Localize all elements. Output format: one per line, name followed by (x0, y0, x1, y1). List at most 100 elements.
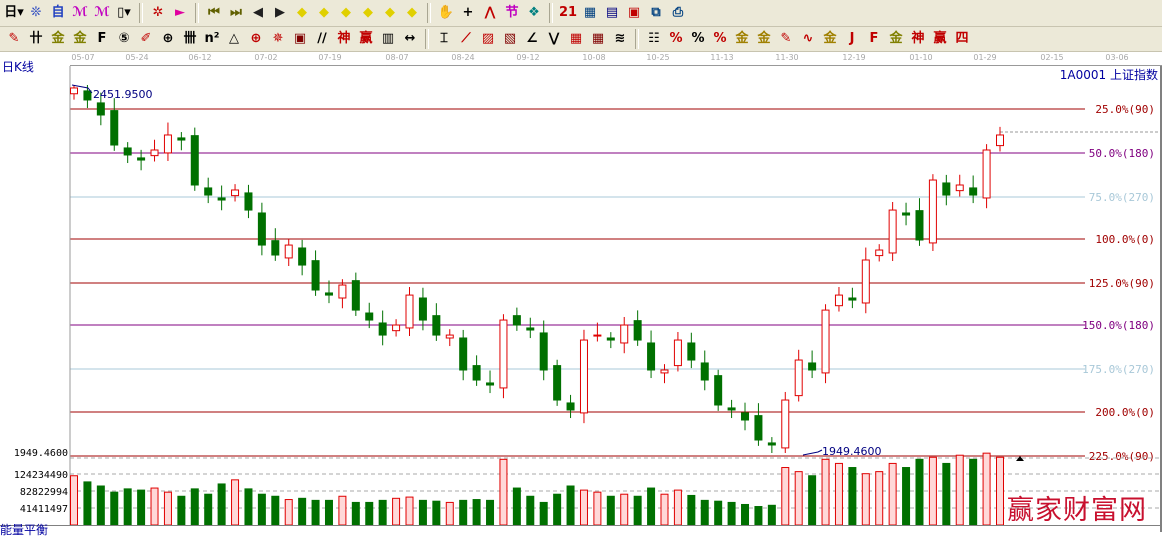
candle-up (579, 339, 588, 414)
spiral-icon[interactable]: ⑤ (118, 31, 130, 46)
overlay-icon[interactable]: ❖ (528, 5, 540, 20)
network-icon[interactable]: ⧉ (651, 5, 661, 20)
print-icon[interactable]: ⎙ (672, 5, 684, 20)
grid-icon[interactable]: ▥ (381, 31, 395, 46)
star-icon[interactable]: ✵ (272, 31, 284, 46)
list-icon[interactable]: ☷ (648, 31, 660, 46)
scroll-right-icon[interactable]: ▶ (275, 5, 285, 20)
gold-fan-icon[interactable]: 金 (889, 31, 903, 46)
f-fan-icon[interactable]: F (869, 31, 879, 46)
god-icon[interactable]: 神 (337, 31, 351, 46)
restore-icon[interactable]: ✲ (152, 5, 164, 20)
win-icon[interactable]: 赢 (359, 31, 373, 46)
target-icon[interactable]: ⊕ (250, 31, 262, 46)
pen-icon[interactable]: ✐ (140, 31, 152, 46)
period-day-dropdown[interactable]: 日▾ (4, 5, 24, 20)
volume-bar (271, 495, 280, 526)
save-icon[interactable]: ▣ (627, 5, 641, 20)
hand-icon[interactable]: ✋ (437, 5, 455, 20)
shrink-icon[interactable]: ◆ (363, 5, 373, 20)
lines-icon[interactable]: 卌 (183, 31, 197, 46)
sine-icon[interactable]: ∿ (802, 31, 814, 46)
cursor-marker-icon (1016, 456, 1024, 461)
volume-bar (821, 458, 830, 526)
candle-up (834, 294, 843, 307)
self-select-icon[interactable]: 自 (51, 5, 65, 20)
gold-circle-icon[interactable]: 金 (735, 31, 749, 46)
crosshair-icon[interactable]: + (462, 5, 474, 20)
pencil-icon[interactable]: ✎ (8, 31, 20, 46)
flag-icon[interactable]: ► (175, 5, 185, 20)
calendar-icon[interactable]: 21 (558, 5, 578, 20)
wave-icon[interactable]: ≋ (614, 31, 626, 46)
win-fan-icon[interactable]: 赢 (933, 31, 947, 46)
four-fan-icon[interactable]: 四 (955, 31, 969, 46)
pct-fan-icon[interactable]: % (669, 31, 683, 46)
volume-bar (808, 475, 817, 526)
v-icon[interactable]: ⋁ (548, 31, 560, 46)
left-price-label: 1949.4600 (14, 448, 68, 459)
j-fan-icon[interactable]: J (849, 31, 855, 46)
volume-bar (539, 501, 548, 526)
line-icon[interactable]: ⋀ (484, 5, 496, 20)
candle-down (808, 362, 817, 371)
candle-up (445, 334, 454, 339)
angle-icon[interactable]: ∕∕ (317, 31, 327, 46)
last-icon[interactable]: ⏭ (230, 5, 242, 20)
date-tick: 11-30 (775, 53, 799, 62)
volume-bar (928, 456, 937, 526)
volume-bar (163, 491, 172, 526)
pct-lines-icon[interactable]: % (713, 31, 727, 46)
compress-icon[interactable]: ◆ (385, 5, 395, 20)
circle-icon[interactable]: ⊕ (162, 31, 174, 46)
grid3-icon[interactable]: ▦ (591, 31, 605, 46)
candle-type-dropdown[interactable]: ▯▾ (117, 5, 131, 20)
candle-down (432, 315, 441, 336)
date-tick: 03-06 (1105, 53, 1129, 62)
square-icon[interactable]: ▣ (293, 31, 307, 46)
gold-split-icon[interactable]: 金 (51, 31, 65, 46)
volume-bar (714, 500, 723, 526)
parallel-icon[interactable]: 卄 (29, 31, 43, 46)
grid2-icon[interactable]: ▦ (569, 31, 583, 46)
god-fan-icon[interactable]: 神 (911, 31, 925, 46)
n2-icon[interactable]: n² (204, 31, 220, 46)
zoom-left-icon[interactable]: ◆ (297, 5, 307, 20)
indicator-3-icon[interactable]: ℳ (72, 5, 88, 20)
angle2-icon[interactable]: ∠ (526, 31, 538, 46)
indicator-9-icon[interactable]: ℳ (94, 5, 110, 20)
expand-icon[interactable]: ◆ (341, 5, 351, 20)
volume-bar (673, 489, 682, 526)
volume-tick-label: 82822994 (20, 487, 68, 498)
bar-pen-icon[interactable]: ✎ (780, 31, 792, 46)
triangle-icon[interactable]: △ (229, 31, 239, 46)
volume-bar (472, 499, 481, 526)
period-label: 日K线 (2, 60, 34, 74)
move-all-icon[interactable]: ◆ (407, 5, 417, 20)
percent-icon[interactable]: % (691, 31, 705, 46)
section-icon[interactable]: 节 (505, 5, 519, 20)
volume-bar (647, 487, 656, 526)
measure-icon[interactable]: ↔ (404, 31, 416, 46)
volume-bar (861, 473, 870, 526)
gold-split2-icon[interactable]: 金 (73, 31, 87, 46)
box-icon[interactable]: ⌶ (440, 31, 448, 46)
scroll-left-icon[interactable]: ◀ (253, 5, 263, 20)
candle-up (660, 369, 669, 374)
box-fan-icon[interactable]: ▨ (481, 31, 495, 46)
candle-down (83, 90, 92, 101)
f-lines-icon[interactable]: F (97, 31, 107, 46)
zoom-right-icon[interactable]: ◆ (319, 5, 329, 20)
report-icon[interactable]: ▤ (605, 5, 619, 20)
candle-down (700, 362, 709, 381)
chart-type-icon[interactable]: ❊ (30, 5, 42, 20)
volume-bar (633, 495, 642, 526)
gold-box-icon[interactable]: 金 (823, 31, 837, 46)
calculator-icon[interactable]: ▦ (583, 5, 597, 20)
fan-icon[interactable]: ⟋ (461, 31, 471, 46)
candle-down (257, 212, 266, 246)
first-icon[interactable]: ⏮ (208, 5, 220, 20)
gold-lines-icon[interactable]: 金 (757, 31, 771, 46)
box-fan2-icon[interactable]: ▧ (503, 31, 517, 46)
